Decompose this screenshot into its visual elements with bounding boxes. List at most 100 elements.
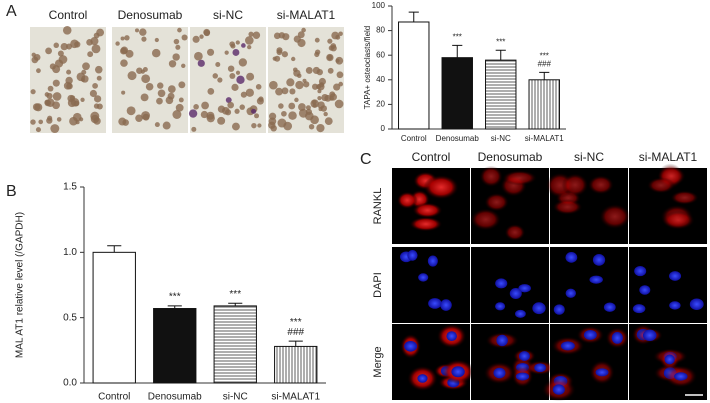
error-bar <box>495 49 506 61</box>
cell <box>45 47 53 55</box>
nucleus <box>639 285 651 295</box>
y-axis-label: MAL AT1 relative level (/GAPDH) <box>15 212 26 358</box>
cell <box>269 80 278 90</box>
y-tick-label: 1.0 <box>63 247 77 258</box>
nucleus <box>565 251 578 263</box>
cell <box>291 56 296 62</box>
y-tick-label: 0.0 <box>63 378 77 389</box>
cell <box>289 88 296 95</box>
cell <box>80 77 86 82</box>
nucleus <box>515 309 526 318</box>
nucleus <box>634 266 647 277</box>
cell <box>232 122 240 131</box>
cell <box>154 122 160 128</box>
immunofluorescence-grid: Control Denosumab si-NC si-MALAT1 RANKL DAPI M… <box>372 150 707 402</box>
cell <box>34 103 43 112</box>
cell <box>96 75 102 81</box>
x-tick-label: Control <box>98 392 130 403</box>
cell-signal <box>479 165 503 188</box>
cell <box>305 111 314 121</box>
cell-signal <box>409 216 443 232</box>
nucleus <box>674 372 688 381</box>
cell <box>31 52 36 58</box>
cell <box>134 28 140 33</box>
cell <box>53 42 60 49</box>
cell <box>215 61 221 67</box>
cell <box>258 96 264 102</box>
cell <box>303 81 310 88</box>
cell <box>327 38 333 44</box>
error-bar <box>452 44 463 58</box>
cell <box>268 121 276 129</box>
cell <box>142 67 148 72</box>
bar <box>398 21 430 130</box>
cell <box>141 36 147 42</box>
nucleus <box>664 354 675 365</box>
cell <box>251 122 257 129</box>
cell-signal <box>670 190 699 205</box>
cell-signal <box>661 210 695 230</box>
x-tick-label: si-MALAT1 <box>525 134 565 143</box>
cell <box>30 119 36 125</box>
x-tick-label: si-MALAT1 <box>271 392 320 403</box>
cell <box>31 56 39 64</box>
cell <box>301 27 306 33</box>
row-label: RANKL <box>372 188 384 225</box>
cell <box>288 111 297 120</box>
cell <box>193 104 199 110</box>
nucleus <box>552 384 565 395</box>
cell <box>92 82 98 89</box>
cell <box>191 126 197 132</box>
nucleus <box>495 302 506 311</box>
cell <box>30 89 36 95</box>
cell <box>151 48 161 58</box>
x-tick-label: Control <box>401 134 427 143</box>
y-tick-label: 0 <box>381 124 386 133</box>
nucleus <box>451 366 465 378</box>
nucleus <box>446 331 457 342</box>
cell <box>192 35 200 43</box>
cell-signal <box>423 174 459 200</box>
panel-label: C <box>360 151 372 168</box>
cell-signal <box>504 223 526 241</box>
column-label: si-NC <box>574 150 604 164</box>
cell <box>197 59 205 67</box>
cell <box>47 85 54 92</box>
cell <box>136 67 143 74</box>
nucleus <box>404 340 418 352</box>
row-label: Merge <box>372 346 384 377</box>
cell <box>317 83 325 91</box>
x-tick-label: si-NC <box>491 134 511 143</box>
cell <box>225 97 232 104</box>
error-bar <box>539 71 550 80</box>
cell <box>257 123 262 128</box>
cell <box>276 49 283 56</box>
cell <box>297 31 305 39</box>
y-tick-label: 20 <box>376 100 385 109</box>
cell <box>157 82 164 89</box>
cell-signal <box>412 202 443 219</box>
cell <box>330 45 337 52</box>
bar <box>153 308 197 384</box>
cell <box>52 92 62 101</box>
cell <box>317 96 322 101</box>
cell <box>167 85 176 94</box>
cell <box>156 97 163 105</box>
cell <box>288 102 296 110</box>
cell <box>321 93 329 102</box>
cell-signal <box>599 203 631 230</box>
cell <box>142 113 150 121</box>
cell <box>52 79 60 87</box>
cell <box>232 49 240 56</box>
cell <box>295 80 304 90</box>
micrograph-label: si-NC <box>213 8 243 22</box>
y-tick-label: 40 <box>376 75 385 84</box>
cell <box>212 73 219 79</box>
cell <box>273 32 281 40</box>
cell <box>255 84 262 90</box>
cell <box>336 71 344 79</box>
cell <box>333 83 341 91</box>
cell <box>238 58 248 67</box>
bar <box>528 79 560 130</box>
nucleus <box>417 374 428 383</box>
